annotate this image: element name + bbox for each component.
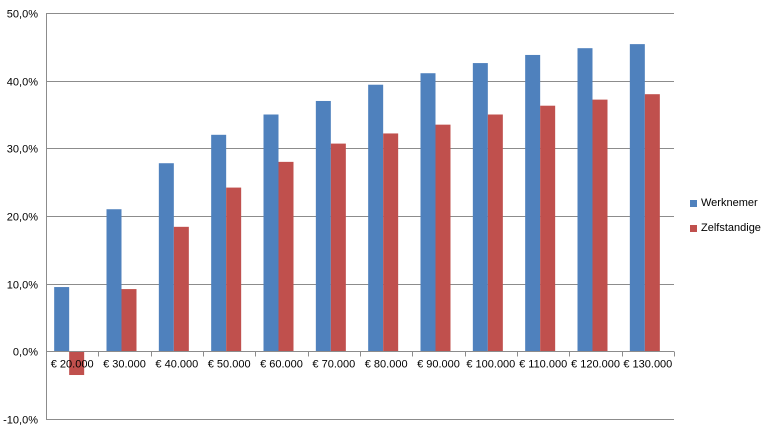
y-tick-label: 0,0%: [13, 347, 38, 359]
bar-werknemer: [420, 73, 436, 352]
bar-zelfstandige: [173, 226, 189, 352]
bar-zelfstandige: [226, 187, 242, 352]
x-axis: [46, 351, 675, 357]
y-tick-label: 30,0%: [7, 144, 38, 156]
x-tick-label: € 80.000: [365, 359, 408, 371]
bar-werknemer: [106, 209, 122, 352]
bar-werknemer: [315, 100, 331, 352]
x-tick-label: € 110.000: [519, 359, 567, 371]
y-tick-label: 10,0%: [7, 280, 38, 292]
bar-werknemer: [629, 44, 645, 352]
y-tick-label: 20,0%: [7, 212, 38, 224]
legend-swatch-werknemer: [690, 199, 697, 207]
bar-zelfstandige: [487, 114, 503, 352]
y-tick-label: 40,0%: [7, 77, 38, 89]
bars: [54, 44, 660, 376]
bar-zelfstandige: [121, 289, 137, 352]
legend-swatch-zelfstandige: [690, 224, 697, 232]
bar-zelfstandige: [330, 143, 346, 352]
legend-item-zelfstandige: Zelfstandige: [690, 221, 761, 235]
x-axis-tick-labels: € 20.000 € 30.000 € 40.000 € 50.000 € 60.000…: [51, 359, 673, 371]
y-axis-tick-labels: -10,0% 0,0% 10,0% 20,0% 30,0% 40,0% 50,0%: [3, 9, 38, 427]
bar-werknemer: [54, 287, 70, 352]
bar-zelfstandige: [592, 99, 608, 352]
x-tick-label: € 70.000: [312, 359, 355, 371]
legend-item-werknemer: Werknemer: [690, 196, 761, 210]
x-tick-label: € 30.000: [103, 359, 146, 371]
y-tick-label: -10,0%: [3, 415, 38, 427]
x-tick-label: € 120.000: [571, 359, 620, 371]
bar-werknemer: [158, 163, 174, 352]
y-tick-label: 50,0%: [7, 9, 38, 21]
bar-werknemer: [211, 134, 227, 352]
legend-label-zelfstandige: Zelfstandige: [701, 222, 761, 234]
x-tick-label: € 40.000: [155, 359, 198, 371]
legend-label-werknemer: Werknemer: [701, 197, 758, 209]
bar-zelfstandige: [278, 161, 294, 352]
bar-werknemer: [472, 63, 488, 352]
bar-zelfstandige: [383, 133, 399, 352]
bar-zelfstandige: [540, 105, 556, 352]
bar-zelfstandige: [435, 124, 451, 352]
x-tick-label: € 130.000: [623, 359, 672, 371]
legend: Werknemer Zelfstandige: [690, 196, 761, 246]
x-tick-label: € 50.000: [208, 359, 251, 371]
bar-werknemer: [368, 84, 384, 352]
bar-zelfstandige: [69, 351, 85, 376]
x-tick-label: € 90.000: [417, 359, 460, 371]
bar-zelfstandige: [644, 94, 660, 352]
x-tick-label: € 60.000: [260, 359, 303, 371]
bar-werknemer: [577, 48, 593, 352]
x-tick-label: € 20.000: [51, 359, 94, 371]
x-tick-label: € 100.000: [466, 359, 515, 371]
bar-werknemer: [525, 54, 541, 352]
bar-werknemer: [263, 114, 279, 352]
